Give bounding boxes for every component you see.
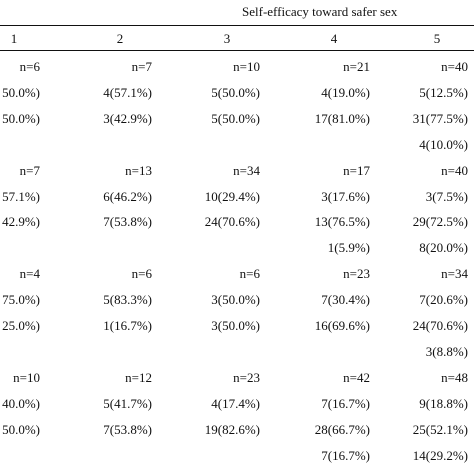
column-header-rule	[0, 50, 474, 51]
table-cell: 5(12.5%)	[419, 85, 468, 100]
table-cell: 17(81.0%)	[314, 111, 370, 126]
table-cell: n=4	[19, 266, 40, 281]
table-cell: 3(7.5%)	[425, 189, 468, 204]
table-cell: n=23	[343, 266, 370, 281]
table-cell: n=21	[343, 59, 370, 74]
table-cell: 57.1%)	[2, 189, 40, 204]
table-cell: n=10	[233, 59, 260, 74]
table-cell: 50.0%)	[2, 111, 40, 126]
table-cell: 1(5.9%)	[327, 240, 370, 255]
table-cell: n=7	[131, 59, 152, 74]
table-cell: n=6	[239, 266, 260, 281]
table-cell: 4(10.0%)	[419, 137, 468, 152]
table-cell: 4(19.0%)	[321, 85, 370, 100]
table-cell: 19(82.6%)	[204, 422, 260, 437]
table-cell: 28(66.7%)	[314, 422, 370, 437]
table-cell: n=34	[441, 266, 468, 281]
table-cell: 29(72.5%)	[412, 214, 468, 229]
table-cell: 24(70.6%)	[412, 318, 468, 333]
table-cell: n=40	[441, 59, 468, 74]
table-cell: n=17	[343, 163, 370, 178]
table-cell: 3(50.0%)	[211, 318, 260, 333]
table-cell: n=6	[131, 266, 152, 281]
table-cell: 16(69.6%)	[314, 318, 370, 333]
table-cell: 9(18.8%)	[419, 396, 468, 411]
table-cell: 31(77.5%)	[412, 111, 468, 126]
table-cell: 7(16.7%)	[321, 396, 370, 411]
table-cell: 14(29.2%)	[412, 448, 468, 463]
table-cell: 1(16.7%)	[103, 318, 152, 333]
table-cell: 7(16.7%)	[321, 448, 370, 463]
table-cell: 42.9%)	[2, 214, 40, 229]
table-cell: 5(41.7%)	[103, 396, 152, 411]
table-cell: 4(57.1%)	[103, 85, 152, 100]
table-cell: n=10	[13, 370, 40, 385]
spanner-header: Self-efficacy toward safer sex	[242, 4, 398, 19]
table-cell: 6(46.2%)	[103, 189, 152, 204]
table-cell: 10(29.4%)	[204, 189, 260, 204]
table-cell: n=42	[343, 370, 370, 385]
table-cell: n=12	[125, 370, 152, 385]
table-cell: 24(70.6%)	[204, 214, 260, 229]
table-cell: 75.0%)	[2, 292, 40, 307]
column-header-5: 5	[433, 31, 441, 46]
table-cell: n=7	[19, 163, 40, 178]
table-cell: 7(20.6%)	[419, 292, 468, 307]
table-cell: 3(50.0%)	[211, 292, 260, 307]
table-cell: n=34	[233, 163, 260, 178]
table-cell: n=23	[233, 370, 260, 385]
header-rule	[0, 25, 474, 26]
table-cell: 3(17.6%)	[321, 189, 370, 204]
table-cell: n=40	[441, 163, 468, 178]
table-cell: 7(53.8%)	[103, 422, 152, 437]
table-cell: 50.0%)	[2, 85, 40, 100]
table-cell: 13(76.5%)	[314, 214, 370, 229]
table-cell: 5(83.3%)	[103, 292, 152, 307]
table-cell: 50.0%)	[2, 422, 40, 437]
table-cell: n=48	[441, 370, 468, 385]
table-cell: 5(50.0%)	[211, 85, 260, 100]
column-header-2: 2	[116, 31, 124, 46]
table-cell: 5(50.0%)	[211, 111, 260, 126]
table-cell: 3(8.8%)	[425, 344, 468, 359]
column-header-3: 3	[223, 31, 231, 46]
table-cell: 8(20.0%)	[419, 240, 468, 255]
table-cell: n=13	[125, 163, 152, 178]
column-header-1: 1	[10, 31, 18, 46]
table-cell: 25(52.1%)	[412, 422, 468, 437]
table-cell: n=6	[19, 59, 40, 74]
table-cell: 7(53.8%)	[103, 214, 152, 229]
table-cell: 40.0%)	[2, 396, 40, 411]
table-cell: 25.0%)	[2, 318, 40, 333]
column-header-4: 4	[330, 31, 338, 46]
table-cell: 3(42.9%)	[103, 111, 152, 126]
table-cell: 4(17.4%)	[211, 396, 260, 411]
table-cell: 7(30.4%)	[321, 292, 370, 307]
